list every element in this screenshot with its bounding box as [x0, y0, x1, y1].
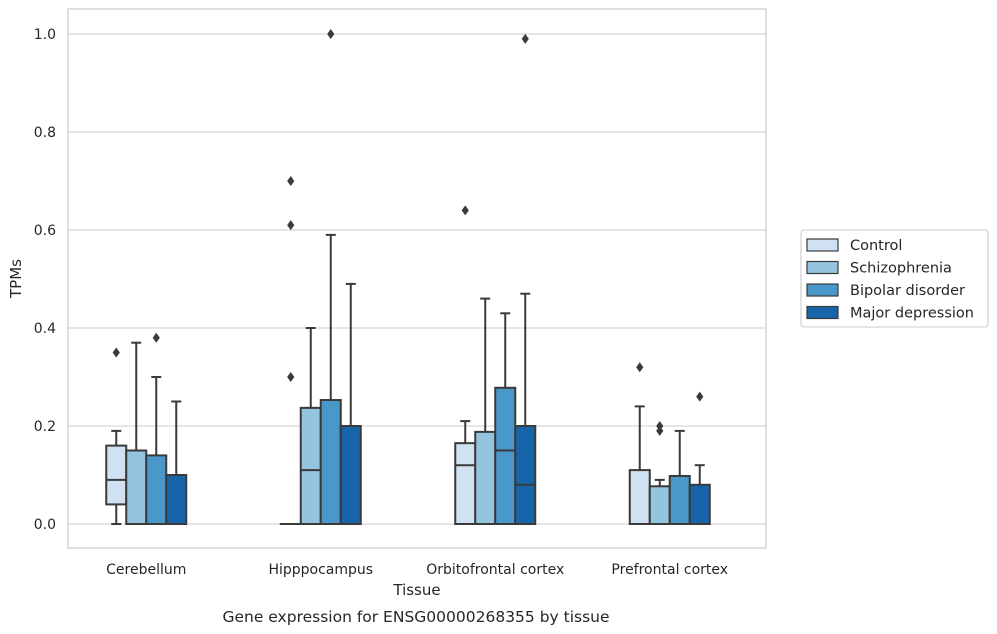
box-body [165, 474, 188, 525]
x-tick-label: Prefrontal cortex [611, 562, 728, 578]
box-body [125, 449, 148, 525]
box-body [668, 474, 691, 526]
x-tick-label: Hipppocampus [268, 562, 373, 578]
legend-label: Schizophrenia [850, 261, 952, 277]
legend-frame [800, 229, 989, 328]
legend-label: Control [850, 238, 902, 254]
box-body [628, 469, 651, 526]
legend-swatch [806, 283, 839, 297]
box-bipolar-disorder [145, 332, 168, 525]
box-body [319, 399, 342, 525]
box-schizophrenia [299, 327, 322, 525]
box-schizophrenia [648, 421, 671, 525]
legend-item: Control [806, 238, 902, 254]
box-schizophrenia [474, 297, 497, 526]
y-tick-label: 0.6 [34, 223, 56, 239]
box-body [299, 406, 322, 525]
box-plot-series [105, 29, 711, 526]
box-major-depression [514, 33, 537, 525]
box-control [105, 347, 128, 525]
y-axis-label: TPMs [7, 259, 25, 299]
box-body [494, 386, 517, 525]
box-body [514, 425, 537, 525]
x-axis-ticks: Cerebellum Hipppocampus Orbitofrontal cort… [106, 562, 728, 578]
box-body [105, 444, 128, 506]
box-bipolar-disorder [494, 312, 517, 525]
y-tick-label: 1.0 [34, 27, 56, 43]
legend-swatch [806, 238, 839, 252]
legend-item: Schizophrenia [806, 260, 952, 277]
outlier-point [656, 421, 664, 431]
box-bipolar-disorder [668, 429, 691, 526]
legend-label: Bipolar disorder [850, 283, 965, 299]
outlier-point [287, 176, 295, 186]
box-body [474, 430, 497, 526]
x-tick-label: Orbitofrontal cortex [426, 562, 564, 578]
box-control [454, 205, 477, 525]
box-body [145, 454, 168, 525]
y-tick-label: 0.0 [34, 517, 56, 533]
box-control [628, 362, 651, 526]
box-body [454, 442, 477, 525]
outlier-point [636, 362, 644, 373]
y-tick-label: 0.8 [34, 125, 56, 141]
box-body [339, 425, 362, 525]
legend-label: Major depression [850, 306, 974, 322]
y-tick-label: 0.2 [34, 419, 56, 435]
box-major-depression [339, 282, 362, 525]
y-tick-label: 0.4 [34, 321, 56, 337]
outlier-point [112, 347, 120, 358]
legend-swatch [806, 260, 839, 275]
legend: Control Schizophrenia Bipolar disorder Majo… [800, 229, 989, 328]
box-body [688, 483, 711, 525]
x-tick-label: Cerebellum [106, 562, 186, 578]
box-control [279, 176, 302, 526]
plot-area-border [67, 8, 767, 549]
box-body [648, 485, 671, 525]
box-bipolar-disorder [319, 29, 342, 525]
outlier-point [521, 33, 529, 44]
box-major-depression [688, 391, 711, 525]
outlier-point [287, 220, 295, 231]
outlier-point [461, 205, 469, 216]
box-schizophrenia [125, 341, 148, 525]
legend-swatch [806, 305, 839, 320]
legend-item: Bipolar disorder [806, 283, 965, 299]
outlier-point [696, 391, 704, 402]
x-axis-label: Tissue [392, 581, 440, 599]
grid-lines [68, 33, 766, 525]
outlier-point [287, 372, 295, 382]
y-axis-ticks: 0.0 0.2 0.4 0.6 0.8 1.0 [34, 27, 56, 533]
outlier-point [152, 332, 160, 343]
box-major-depression [165, 400, 188, 525]
legend-item: Major depression [806, 305, 974, 322]
chart-caption: Gene expression for ENSG00000268355 by t… [222, 608, 609, 626]
outlier-point [327, 29, 335, 39]
